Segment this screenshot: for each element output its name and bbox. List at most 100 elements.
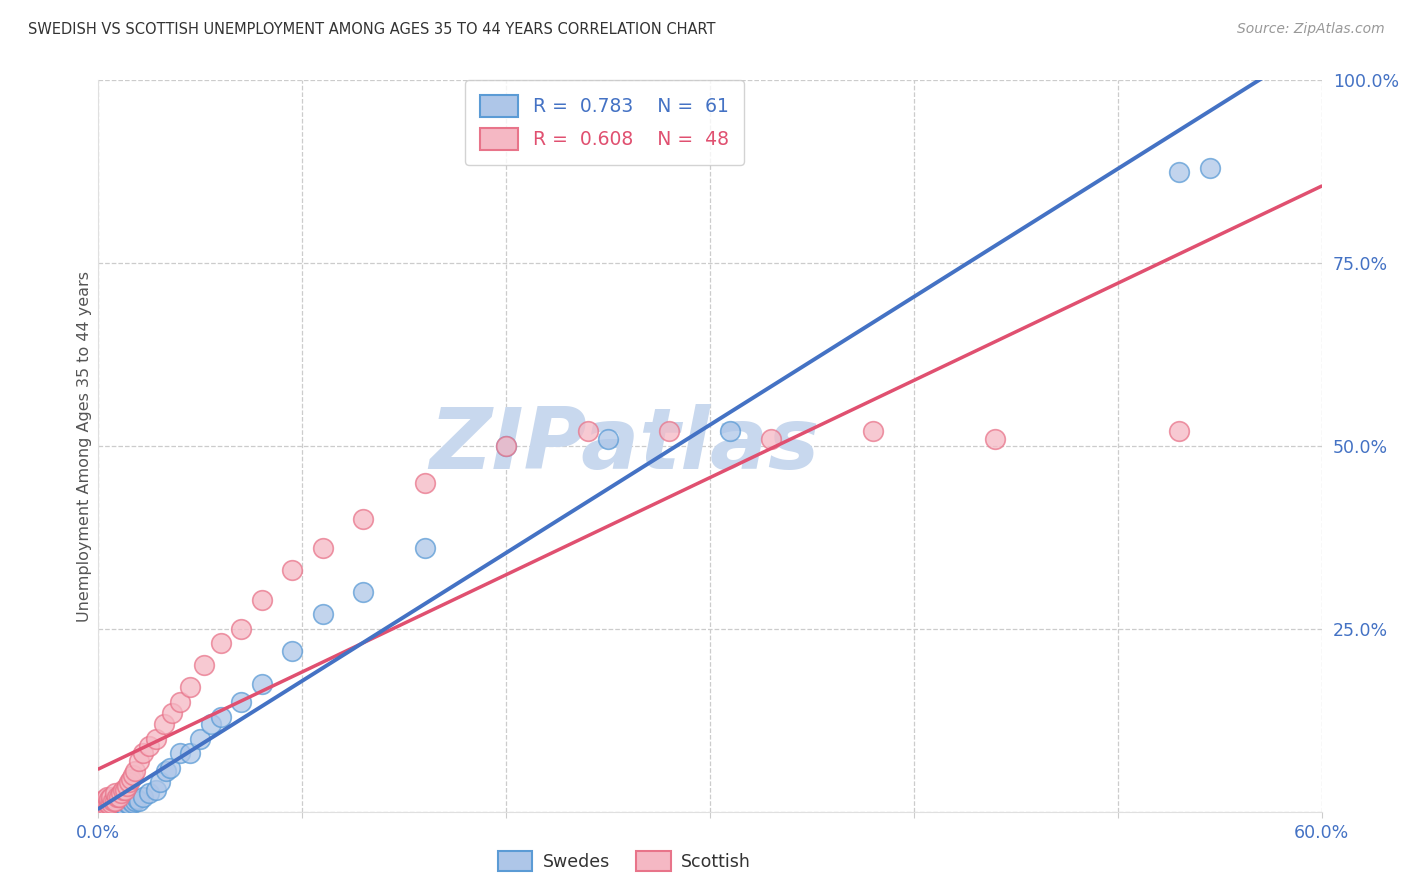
Point [93,796,115,810]
Point [96,801,118,815]
Point [104,801,127,815]
Legend: Swedes, Scottish: Swedes, Scottish [489,842,759,880]
Point [1167,164,1189,178]
Point [495,439,517,453]
Point [118,797,141,812]
Point [93,801,115,815]
Point [862,425,884,439]
Point [105,790,128,805]
Point [89,801,111,815]
Point [110,798,132,813]
Point [352,585,374,599]
Y-axis label: Unemployment Among Ages 35 to 44 years: Unemployment Among Ages 35 to 44 years [77,270,91,622]
Point [100,801,122,815]
Text: ZIPatlas: ZIPatlas [429,404,820,488]
Point [169,746,191,760]
Point [145,731,167,746]
Point [1167,425,1189,439]
Point [115,796,138,810]
Point [101,801,124,815]
Point [193,658,215,673]
Point [149,775,172,789]
Point [104,797,127,812]
Point [598,432,620,446]
Point [179,746,201,760]
Point [111,782,134,797]
Point [145,782,167,797]
Point [124,764,146,779]
Point [231,695,253,709]
Point [101,794,124,808]
Point [97,797,120,812]
Point [104,794,127,808]
Point [352,512,374,526]
Point [281,563,304,577]
Point [115,779,138,793]
Point [281,644,304,658]
Point [761,432,783,446]
Point [120,794,142,808]
Point [495,439,517,453]
Point [101,797,124,812]
Point [97,797,120,812]
Point [104,787,127,801]
Point [132,790,155,805]
Point [100,796,122,810]
Text: SWEDISH VS SCOTTISH UNEMPLOYMENT AMONG AGES 35 TO 44 YEARS CORRELATION CHART: SWEDISH VS SCOTTISH UNEMPLOYMENT AMONG A… [28,22,716,37]
Point [110,796,132,810]
Point [96,796,118,810]
Point [132,746,155,760]
Point [120,772,142,786]
Point [413,541,436,556]
Point [576,425,599,439]
Point [658,425,681,439]
Point [128,754,150,768]
Point [1198,161,1220,175]
Point [96,798,118,813]
Point [138,739,160,753]
Point [105,796,128,810]
Point [209,636,232,650]
Point [111,797,134,812]
Point [160,706,183,720]
Point [128,794,150,808]
Point [250,676,273,690]
Point [108,794,131,808]
Point [91,801,114,815]
Point [122,768,145,782]
Point [122,796,145,810]
Point [124,794,146,808]
Point [104,794,127,808]
Point [114,798,136,813]
Point [312,541,335,556]
Point [155,764,177,779]
Point [97,801,120,815]
Point [231,622,253,636]
Point [89,797,111,812]
Point [984,432,1007,446]
Point [91,797,114,812]
Point [91,798,114,813]
Point [108,790,131,805]
Point [188,731,212,746]
Point [209,709,232,723]
Point [159,761,181,775]
Text: Source: ZipAtlas.com: Source: ZipAtlas.com [1237,22,1385,37]
Point [97,791,120,805]
Point [100,798,122,813]
Point [89,796,111,810]
Point [96,796,118,810]
Point [200,717,222,731]
Point [169,695,191,709]
Point [718,425,742,439]
Point [138,787,160,801]
Point [100,790,122,805]
Point [413,475,436,490]
Point [100,796,122,810]
Point [312,607,335,622]
Point [97,798,120,813]
Point [250,592,273,607]
Point [118,775,141,789]
Point [114,782,136,797]
Point [97,794,120,808]
